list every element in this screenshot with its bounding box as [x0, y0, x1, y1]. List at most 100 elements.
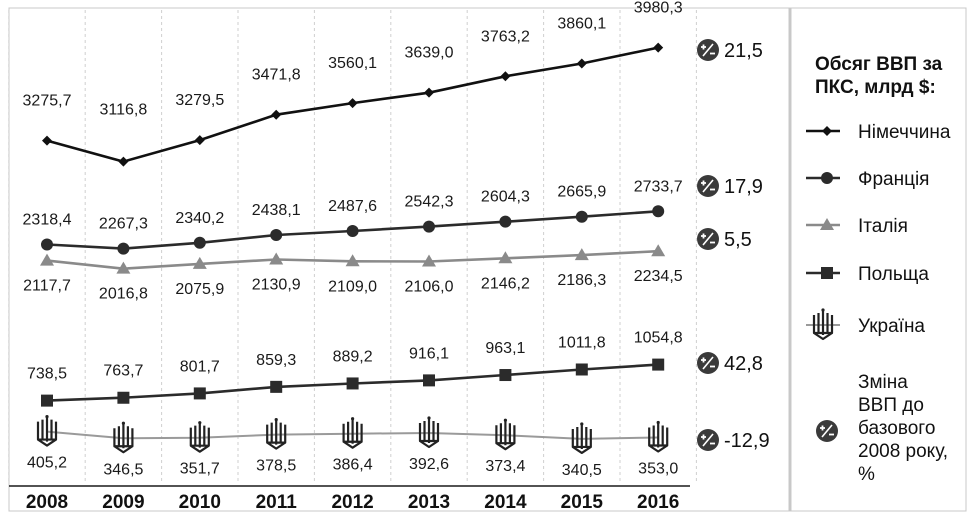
triangle-marker	[498, 251, 513, 264]
circle-marker	[193, 236, 206, 249]
square-marker	[117, 391, 130, 404]
legend-label: Польща	[858, 264, 929, 285]
data-label: 2075,9	[175, 281, 224, 298]
data-label: 801,7	[180, 358, 220, 375]
data-labels: 3275,7 3116,8 3279,5 3471,8 3560,1 3639,0 3763…	[23, 0, 683, 479]
circle-marker	[575, 210, 588, 223]
trident-icon	[266, 418, 287, 450]
diamond-marker	[194, 135, 205, 146]
data-label: 2234,5	[634, 268, 683, 285]
x-tick-label: 2015	[561, 492, 604, 513]
circle-marker	[117, 242, 130, 255]
data-label: 2542,3	[405, 194, 454, 211]
diamond-marker	[576, 58, 587, 69]
square-marker	[575, 363, 588, 376]
square-marker	[270, 380, 283, 393]
diamond-marker	[118, 156, 129, 167]
circle-marker	[41, 238, 53, 251]
change-value: 17,9	[724, 176, 763, 198]
diamond-marker	[42, 135, 52, 146]
circle-marker	[652, 205, 665, 218]
legend-item: Франція	[806, 169, 929, 190]
plus-minus-icon	[697, 175, 719, 197]
trident-icon	[495, 418, 516, 451]
plus-minus-icon	[697, 429, 719, 451]
square-marker	[423, 374, 435, 387]
data-label: 340,5	[562, 462, 602, 479]
data-label: 392,6	[409, 456, 449, 473]
triangle-marker	[192, 256, 207, 269]
legend-item: Німеччина	[806, 122, 951, 143]
square-marker	[821, 267, 833, 279]
square-marker	[499, 369, 512, 382]
legend-title: Обсяг ВВП за	[815, 54, 943, 75]
x-tick-label: 2012	[331, 492, 373, 513]
chart-frame	[8, 7, 967, 512]
triangle-marker	[116, 261, 131, 274]
trident-icon	[342, 417, 363, 449]
change-indicators: 21,5 17,9 5,5 42,8 -12,9	[697, 39, 770, 452]
legend-label: Франція	[858, 169, 929, 190]
square-marker	[652, 358, 665, 371]
triangle-marker	[422, 254, 436, 267]
legend-label: Україна	[858, 316, 925, 337]
data-label: 2438,1	[252, 202, 301, 219]
diamond-marker	[271, 109, 282, 120]
data-label: 373,4	[485, 458, 525, 475]
plus-minus-icon	[697, 228, 719, 250]
data-label: 2318,4	[23, 212, 72, 229]
plus-minus-icon	[816, 420, 838, 442]
plot-border	[8, 7, 967, 512]
square-marker	[41, 394, 53, 407]
data-label: 889,2	[333, 348, 373, 365]
x-tick-label: 2014	[484, 492, 527, 513]
data-label: 763,7	[103, 363, 143, 380]
legend-change-label: Зміна	[858, 372, 908, 393]
data-label: 1054,8	[634, 330, 683, 347]
data-label: 2106,0	[405, 279, 454, 296]
data-label: 963,1	[485, 340, 525, 357]
data-label: 2665,9	[557, 184, 606, 201]
circle-marker	[423, 220, 435, 233]
data-label: 2340,2	[175, 210, 224, 227]
data-label: 3763,2	[481, 28, 530, 45]
triangle-marker	[574, 248, 589, 261]
x-tick-label: 2016	[637, 492, 679, 513]
trident-icon	[571, 422, 592, 455]
legend-change-label: ВВП до	[858, 395, 924, 416]
change-value: 21,5	[724, 40, 763, 62]
data-label: 2487,6	[328, 198, 377, 215]
triangle-marker	[269, 252, 284, 265]
data-label: 346,5	[103, 461, 143, 478]
x-tick-label: 2013	[408, 492, 450, 513]
diamond-marker	[653, 42, 664, 53]
change-value: 5,5	[724, 229, 752, 251]
data-label: 3116,8	[100, 102, 148, 119]
diamond-marker	[500, 71, 511, 82]
square-marker	[193, 387, 206, 400]
x-tick-label: 2008	[26, 492, 68, 513]
trident-icon	[812, 308, 834, 341]
change-value: -12,9	[724, 430, 770, 452]
data-label: 859,3	[256, 352, 296, 369]
data-label: 3560,1	[328, 55, 377, 72]
data-label: 738,5	[27, 366, 67, 383]
triangle-marker	[820, 218, 834, 230]
data-label: 1011,8	[558, 334, 606, 351]
plus-minus-icon	[697, 39, 719, 61]
trident-icon	[36, 414, 58, 447]
circle-marker	[821, 172, 833, 184]
legend-item: Україна	[806, 308, 925, 341]
plus-minus-icon	[697, 352, 719, 374]
trident-icon	[113, 421, 134, 454]
x-tick-label: 2009	[102, 492, 144, 513]
legend-label: Італія	[858, 216, 908, 237]
x-tick-label: 2010	[179, 492, 221, 513]
data-label: 353,0	[638, 461, 678, 478]
diamond-marker	[424, 87, 434, 98]
diamond-marker	[822, 126, 832, 136]
data-label: 3980,3	[634, 0, 683, 17]
data-label: 2117,7	[23, 278, 71, 295]
